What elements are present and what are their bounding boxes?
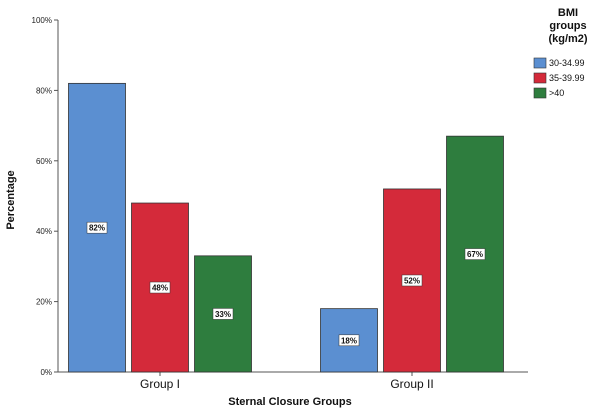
legend-swatch bbox=[533, 57, 547, 69]
data-label-box bbox=[464, 248, 486, 260]
y-tick-label: 40% bbox=[36, 227, 52, 236]
x-tick-label: Group II bbox=[390, 377, 433, 391]
x-tick-label: Group I bbox=[140, 377, 180, 391]
data-label-box bbox=[212, 308, 234, 320]
y-tick-label: 100% bbox=[32, 16, 52, 25]
legend-title: (kg/m2) bbox=[548, 33, 587, 45]
data-label: 67% bbox=[467, 250, 483, 259]
data-label: 52% bbox=[404, 276, 420, 285]
y-axis-title: Percentage bbox=[5, 170, 17, 229]
legend-item-label: 30-34.99 bbox=[549, 58, 585, 68]
y-tick-label: 20% bbox=[36, 298, 52, 307]
data-labels-group: 82% 48% 33% 18% 52% 67% bbox=[86, 221, 486, 347]
data-label-box bbox=[149, 281, 171, 294]
data-label-box bbox=[86, 221, 108, 234]
data-label: 33% bbox=[215, 310, 231, 319]
legend-title: groups bbox=[549, 20, 586, 32]
data-label: 48% bbox=[152, 284, 168, 293]
y-tick-label: 60% bbox=[36, 157, 52, 166]
legend-title: BMI bbox=[558, 7, 578, 19]
legend-swatch bbox=[533, 72, 547, 84]
legend-item-label: >40 bbox=[549, 88, 564, 98]
legend-item-label: 35-39.99 bbox=[549, 73, 585, 83]
bars-group bbox=[68, 82, 504, 373]
data-label: 82% bbox=[89, 224, 105, 233]
data-label: 18% bbox=[341, 336, 357, 345]
data-label-box bbox=[338, 334, 360, 347]
x-axis-title: Sternal Closure Groups bbox=[228, 396, 351, 408]
bar bbox=[383, 188, 441, 373]
y-tick-label: 0% bbox=[40, 368, 52, 377]
legend-swatch bbox=[533, 87, 547, 99]
data-label-box bbox=[401, 274, 423, 287]
y-tick-label: 80% bbox=[36, 86, 52, 95]
